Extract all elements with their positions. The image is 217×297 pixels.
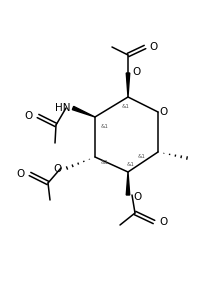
Text: &1: &1 bbox=[122, 103, 130, 108]
Text: O: O bbox=[160, 107, 168, 117]
Text: O: O bbox=[133, 192, 141, 202]
Text: &1: &1 bbox=[138, 154, 146, 159]
Text: &1: &1 bbox=[127, 162, 135, 167]
Text: O: O bbox=[17, 169, 25, 179]
Polygon shape bbox=[72, 106, 95, 117]
Text: O: O bbox=[132, 67, 140, 77]
Text: HN: HN bbox=[54, 103, 70, 113]
Text: &1: &1 bbox=[101, 124, 109, 129]
Text: O: O bbox=[25, 111, 33, 121]
Text: O: O bbox=[159, 217, 167, 227]
Text: O: O bbox=[54, 164, 62, 174]
Polygon shape bbox=[126, 73, 130, 97]
Text: O: O bbox=[149, 42, 157, 52]
Polygon shape bbox=[126, 172, 130, 195]
Text: &1: &1 bbox=[101, 159, 109, 165]
